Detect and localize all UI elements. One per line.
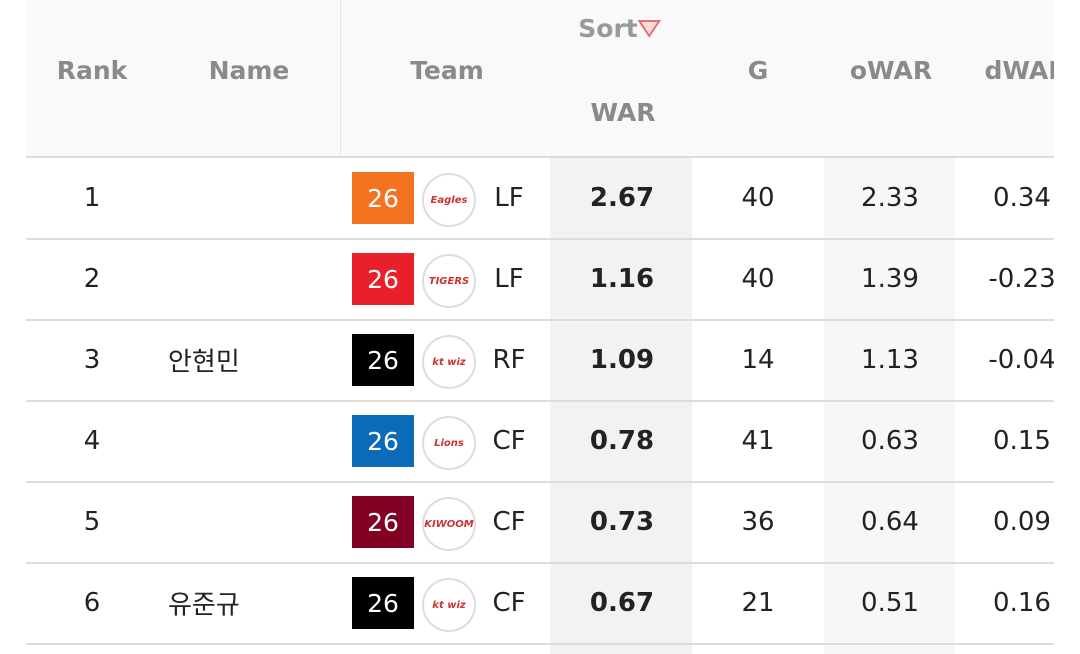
team-logo: KIWOOM bbox=[422, 497, 476, 551]
rank: 6 bbox=[83, 588, 101, 618]
table: Sort RankNameTeamWARGoWARdWAR126EaglesLF… bbox=[26, 0, 1054, 654]
owar: 2.33 bbox=[861, 183, 919, 213]
table-row[interactable]: 1 26 Eagles LF 2.67 40 2.33 0.34 bbox=[26, 158, 1054, 240]
position: LF bbox=[494, 264, 524, 294]
column-bg bbox=[824, 158, 955, 654]
table-row[interactable]: 5 26 KIWOOM CF 0.73 36 0.64 0.09 bbox=[26, 482, 1054, 564]
games: 40 bbox=[741, 264, 775, 294]
owar: 0.63 bbox=[861, 426, 919, 456]
rank: 1 bbox=[83, 183, 101, 213]
table-row[interactable]: 2 26 TIGERS LF 1.16 40 1.39 -0.23 bbox=[26, 239, 1054, 321]
team-logo: kt wiz bbox=[422, 335, 476, 389]
column-header[interactable]: WAR bbox=[590, 98, 656, 127]
rank: 4 bbox=[83, 426, 101, 456]
column-header: Rank bbox=[56, 56, 128, 85]
column-header: Team bbox=[410, 56, 484, 85]
dwar: -0.23 bbox=[988, 264, 1054, 294]
team-logo: Eagles bbox=[422, 173, 476, 227]
dwar: -0.04 bbox=[988, 345, 1054, 375]
team-number: 26 bbox=[352, 415, 414, 467]
sort-button[interactable]: Sort bbox=[578, 14, 662, 43]
games: 21 bbox=[741, 588, 775, 618]
war: 1.09 bbox=[589, 345, 655, 375]
position: CF bbox=[492, 507, 526, 537]
war: 2.67 bbox=[589, 183, 655, 213]
team-number: 26 bbox=[352, 577, 414, 629]
owar: 0.64 bbox=[861, 507, 919, 537]
divider bbox=[340, 0, 341, 156]
player-name: 안현민 bbox=[168, 347, 240, 378]
position: CF bbox=[492, 588, 526, 618]
column-header: dWAR bbox=[984, 56, 1054, 85]
player-name: 유준규 bbox=[168, 590, 240, 621]
sort-icon bbox=[637, 20, 662, 38]
war: 0.67 bbox=[589, 588, 655, 618]
games: 41 bbox=[741, 426, 775, 456]
column-header: Name bbox=[208, 56, 290, 85]
games: 14 bbox=[741, 345, 775, 375]
games: 36 bbox=[741, 507, 775, 537]
dwar: 0.09 bbox=[993, 507, 1051, 537]
dwar: 0.34 bbox=[993, 183, 1051, 213]
team-logo: kt wiz bbox=[422, 578, 476, 632]
table-row[interactable]: 6 유준규 26 kt wiz CF 0.67 21 0.51 0.16 bbox=[26, 563, 1054, 645]
team-number: 26 bbox=[352, 172, 414, 224]
dwar: 0.16 bbox=[993, 588, 1051, 618]
rank: 3 bbox=[83, 345, 101, 375]
war: 0.78 bbox=[589, 426, 655, 456]
team-logo: TIGERS bbox=[422, 254, 476, 308]
team-logo: Lions bbox=[422, 416, 476, 470]
team-number: 26 bbox=[352, 496, 414, 548]
war: 0.73 bbox=[589, 507, 655, 537]
column-header: oWAR bbox=[849, 56, 933, 85]
position: RF bbox=[492, 345, 526, 375]
position: LF bbox=[494, 183, 524, 213]
header-bg bbox=[26, 0, 1054, 158]
games: 40 bbox=[741, 183, 775, 213]
war: 1.16 bbox=[589, 264, 655, 294]
dwar: 0.15 bbox=[993, 426, 1051, 456]
sorted-column-bg bbox=[550, 158, 692, 654]
owar: 1.39 bbox=[861, 264, 919, 294]
column-header: G bbox=[747, 56, 769, 85]
owar: 0.51 bbox=[861, 588, 919, 618]
position: CF bbox=[492, 426, 526, 456]
table-row[interactable]: 4 26 Lions CF 0.78 41 0.63 0.15 bbox=[26, 401, 1054, 483]
rank: 5 bbox=[83, 507, 101, 537]
table-row[interactable]: 3 안현민 26 kt wiz RF 1.09 14 1.13 -0.04 bbox=[26, 320, 1054, 402]
team-number: 26 bbox=[352, 334, 414, 386]
owar: 1.13 bbox=[861, 345, 919, 375]
rank: 2 bbox=[83, 264, 101, 294]
team-number: 26 bbox=[352, 253, 414, 305]
sort-label: Sort bbox=[578, 14, 638, 43]
